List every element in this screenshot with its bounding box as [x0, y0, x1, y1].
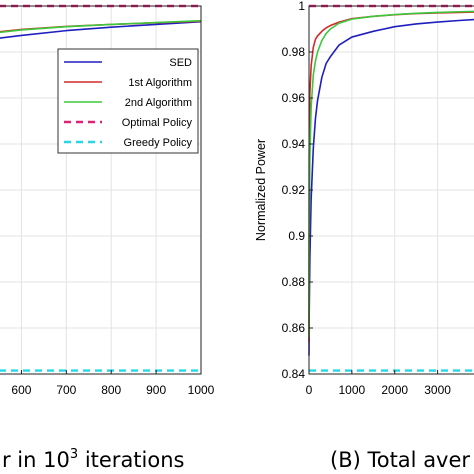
y-tick-label: 0.86	[282, 321, 306, 335]
y-tick-label: 0.88	[282, 275, 306, 289]
series-line-sed	[308, 18, 474, 356]
legend-label: Greedy Policy	[124, 137, 193, 149]
series-b	[308, 4, 474, 372]
y-tick-label: 0.92	[282, 183, 306, 197]
grid-b	[308, 5, 474, 375]
legend-label: 1st Algorithm	[128, 77, 192, 89]
y-tick-label: 1	[298, 0, 305, 13]
x-tick-label: 800	[101, 383, 121, 397]
series-line-1st-algorithm	[0, 20, 202, 33]
series-line-2nd-algorithm	[0, 19, 202, 34]
y-tick-label: 0.9	[288, 229, 305, 243]
plot-frame-a	[0, 5, 202, 375]
caption-a: r in 103 iterations	[2, 447, 184, 472]
x-tick-label: 3000	[424, 383, 451, 397]
panel-b: 0 1000 2000 3000 0.84 0.86 0.88 0.9 0.92 0.94 0.9…	[254, 0, 474, 472]
y-ticks-b: 0.84 0.86 0.88 0.9 0.92 0.94 0.96 0.98 1	[282, 0, 313, 381]
caption-b: (B) Total aver	[330, 448, 470, 472]
x-tick-label: 2000	[381, 383, 408, 397]
y-tick-label: 0.96	[282, 91, 306, 105]
panel-a: 600 700 800 900 1000 SED 1st Algorithm 2nd Alg…	[0, 4, 215, 472]
x-tick-label: 900	[146, 383, 166, 397]
x-tick-label: 1000	[339, 383, 366, 397]
x-tick-label: 600	[11, 383, 31, 397]
legend-box	[57, 48, 199, 154]
series-line-sed	[0, 20, 202, 39]
legend: SED 1st Algorithm 2nd Algorithm Optimal Pol…	[57, 48, 199, 154]
series-line-1st-algorithm	[308, 11, 474, 342]
legend-label: Optimal Policy	[122, 117, 193, 129]
x-ticks-b: 0 1000 2000 3000	[306, 370, 451, 397]
y-tick-label: 0.98	[282, 45, 306, 59]
y-axis-label: Normalized Power	[254, 139, 268, 241]
x-tick-label: 0	[306, 383, 313, 397]
legend-label: SED	[169, 57, 192, 69]
x-tick-label: 1000	[188, 383, 215, 397]
x-tick-label: 700	[56, 383, 76, 397]
y-tick-label: 0.84	[282, 367, 306, 381]
x-ticks-a: 600 700 800 900 1000	[11, 370, 215, 397]
y-tick-label: 0.94	[282, 137, 306, 151]
legend-label: 2nd Algorithm	[125, 97, 192, 109]
series-line-2nd-algorithm	[308, 10, 474, 338]
